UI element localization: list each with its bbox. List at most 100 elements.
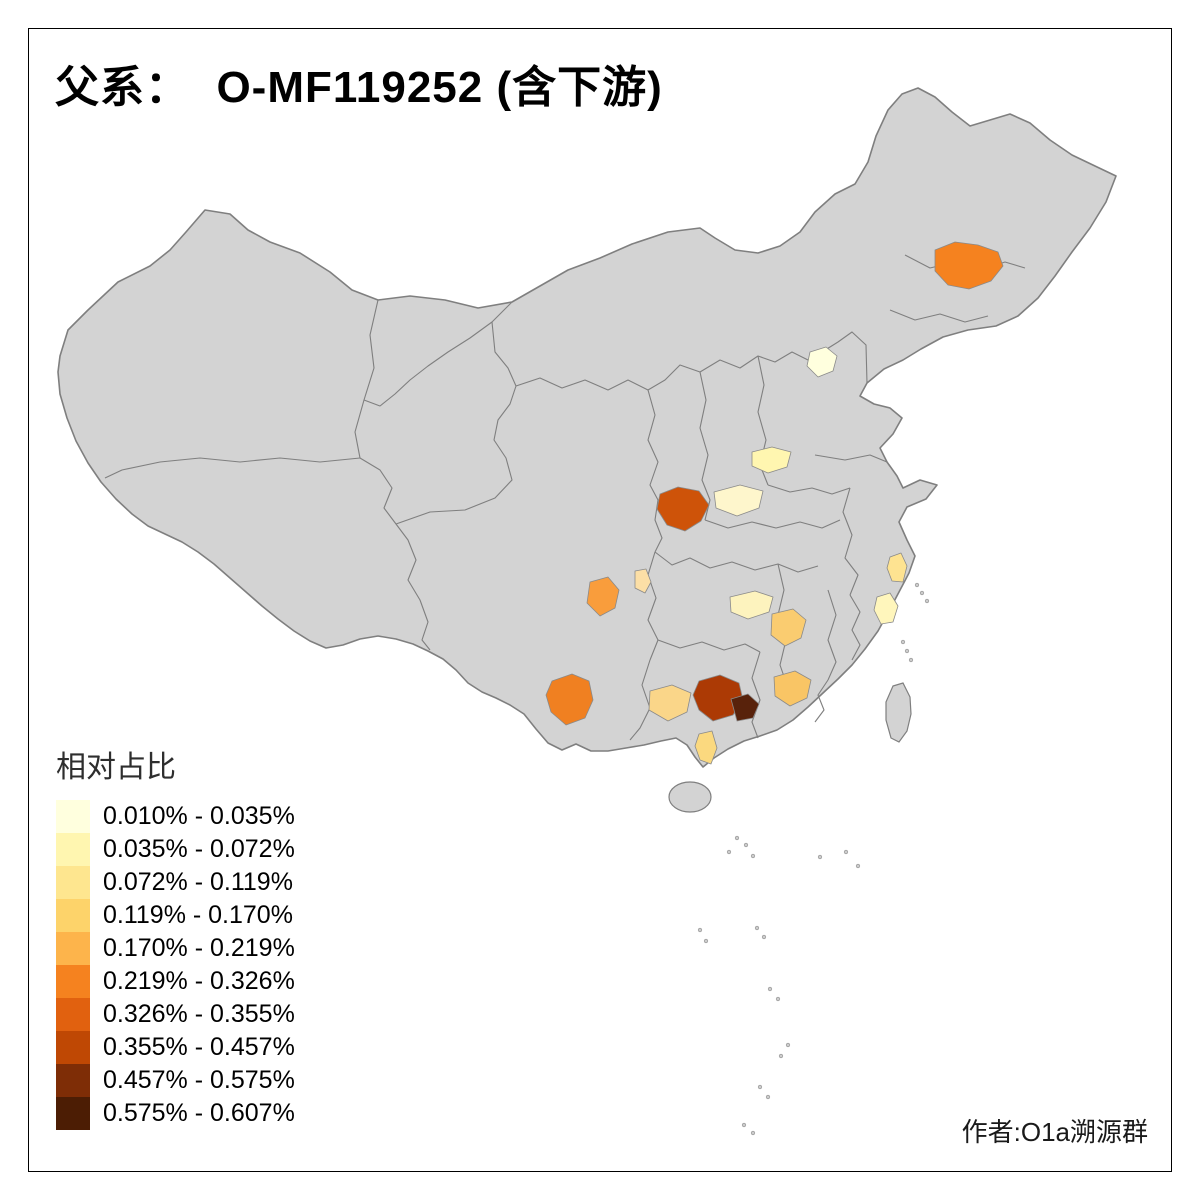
legend-row: 0.219% - 0.326% bbox=[56, 965, 295, 998]
province-border bbox=[849, 594, 861, 661]
legend-label: 0.119% - 0.170% bbox=[103, 901, 293, 929]
small-island bbox=[767, 986, 773, 992]
legend-row: 0.010% - 0.035% bbox=[56, 800, 295, 833]
legend-row: 0.035% - 0.072% bbox=[56, 833, 295, 866]
province-border bbox=[363, 301, 513, 407]
legend-swatch bbox=[56, 800, 90, 833]
legend-label: 0.355% - 0.457% bbox=[103, 1033, 295, 1061]
small-island bbox=[761, 934, 767, 940]
small-island bbox=[750, 1130, 756, 1136]
region-sichuan-small bbox=[634, 568, 652, 594]
province-border bbox=[814, 679, 829, 723]
region-guangxi-west bbox=[648, 684, 692, 722]
region-guangdong bbox=[773, 670, 812, 707]
page-title: 父系： O-MF119252 (含下游) bbox=[55, 63, 663, 112]
small-island bbox=[904, 648, 910, 654]
small-island bbox=[843, 849, 849, 855]
legend-label: 0.010% - 0.035% bbox=[103, 802, 295, 830]
small-island bbox=[726, 849, 732, 855]
region-yunnan bbox=[545, 673, 594, 726]
small-island bbox=[703, 938, 709, 944]
legend-swatch bbox=[56, 1097, 90, 1130]
legend-title: 相对占比 bbox=[56, 751, 176, 784]
legend-row: 0.457% - 0.575% bbox=[56, 1064, 295, 1097]
legend-label: 0.219% - 0.326% bbox=[103, 967, 295, 995]
region-nanyang bbox=[713, 484, 764, 517]
region-zhejiang-south bbox=[873, 592, 899, 625]
small-island bbox=[750, 853, 756, 859]
province-border bbox=[354, 299, 379, 459]
legend: 相对占比 0.010% - 0.035% 0.035% - 0.072% 0.072… bbox=[56, 742, 295, 1130]
small-island bbox=[914, 582, 920, 588]
region-henan-west bbox=[751, 446, 792, 474]
small-island bbox=[743, 842, 749, 848]
small-island bbox=[785, 1042, 791, 1048]
small-island bbox=[775, 996, 781, 1002]
legend-swatch bbox=[56, 932, 90, 965]
region-beijing bbox=[806, 346, 838, 378]
small-island bbox=[919, 590, 925, 596]
legend-label: 0.457% - 0.575% bbox=[103, 1066, 295, 1094]
small-island bbox=[765, 1094, 771, 1100]
province-border bbox=[704, 519, 841, 529]
legend-label: 0.035% - 0.072% bbox=[103, 835, 295, 863]
small-island bbox=[734, 835, 740, 841]
province-border bbox=[647, 551, 659, 661]
province-border bbox=[751, 651, 761, 739]
province-border bbox=[395, 321, 517, 525]
hainan-island bbox=[668, 781, 712, 813]
small-island bbox=[855, 863, 861, 869]
small-island bbox=[697, 927, 703, 933]
region-shaanxi-south bbox=[656, 486, 710, 532]
province-border bbox=[515, 331, 868, 391]
small-island bbox=[908, 657, 914, 663]
legend-label: 0.170% - 0.219% bbox=[103, 934, 295, 962]
legend-swatch bbox=[56, 1064, 90, 1097]
province-border bbox=[654, 551, 819, 573]
region-guizhou-se bbox=[692, 674, 744, 722]
province-border bbox=[889, 309, 989, 323]
province-border bbox=[842, 487, 859, 596]
region-zhejiang-coast bbox=[886, 552, 908, 583]
legend-swatch bbox=[56, 866, 90, 899]
small-island bbox=[924, 598, 930, 604]
province-border bbox=[657, 639, 761, 653]
legend-swatch bbox=[56, 998, 90, 1031]
author-credit: 作者:O1a溯源群 bbox=[961, 1117, 1148, 1147]
small-island bbox=[817, 854, 823, 860]
legend-row: 0.355% - 0.457% bbox=[56, 1031, 295, 1064]
legend-swatch bbox=[56, 833, 90, 866]
province-border bbox=[699, 371, 711, 521]
legend-rows: 0.010% - 0.035% 0.035% - 0.072% 0.072% - 0… bbox=[56, 800, 295, 1130]
small-island bbox=[778, 1053, 784, 1059]
small-island bbox=[900, 639, 906, 645]
legend-swatch bbox=[56, 1031, 90, 1064]
legend-row: 0.575% - 0.607% bbox=[56, 1097, 295, 1130]
legend-label: 0.326% - 0.355% bbox=[103, 1000, 295, 1028]
region-hunan-north bbox=[729, 590, 774, 620]
province-border bbox=[767, 484, 851, 495]
taiwan-island bbox=[885, 682, 912, 743]
region-chengdu bbox=[586, 576, 620, 617]
legend-label: 0.072% - 0.119% bbox=[103, 868, 293, 896]
legend-label: 0.575% - 0.607% bbox=[103, 1099, 295, 1127]
region-darkest bbox=[730, 693, 760, 722]
china-outline bbox=[57, 87, 1117, 768]
legend-row: 0.326% - 0.355% bbox=[56, 998, 295, 1031]
legend-swatch bbox=[56, 899, 90, 932]
province-border bbox=[827, 589, 837, 681]
small-island bbox=[757, 1084, 763, 1090]
legend-row: 0.072% - 0.119% bbox=[56, 866, 295, 899]
region-jiangxi-nw bbox=[770, 608, 807, 647]
region-heilongjiang bbox=[934, 241, 1004, 290]
legend-row: 0.170% - 0.219% bbox=[56, 932, 295, 965]
legend-row: 0.119% - 0.170% bbox=[56, 899, 295, 932]
province-border bbox=[647, 389, 663, 553]
legend-swatch bbox=[56, 965, 90, 998]
province-border bbox=[104, 457, 361, 479]
small-island bbox=[741, 1122, 747, 1128]
small-island bbox=[754, 925, 760, 931]
province-border bbox=[359, 457, 431, 651]
province-border bbox=[814, 454, 888, 463]
